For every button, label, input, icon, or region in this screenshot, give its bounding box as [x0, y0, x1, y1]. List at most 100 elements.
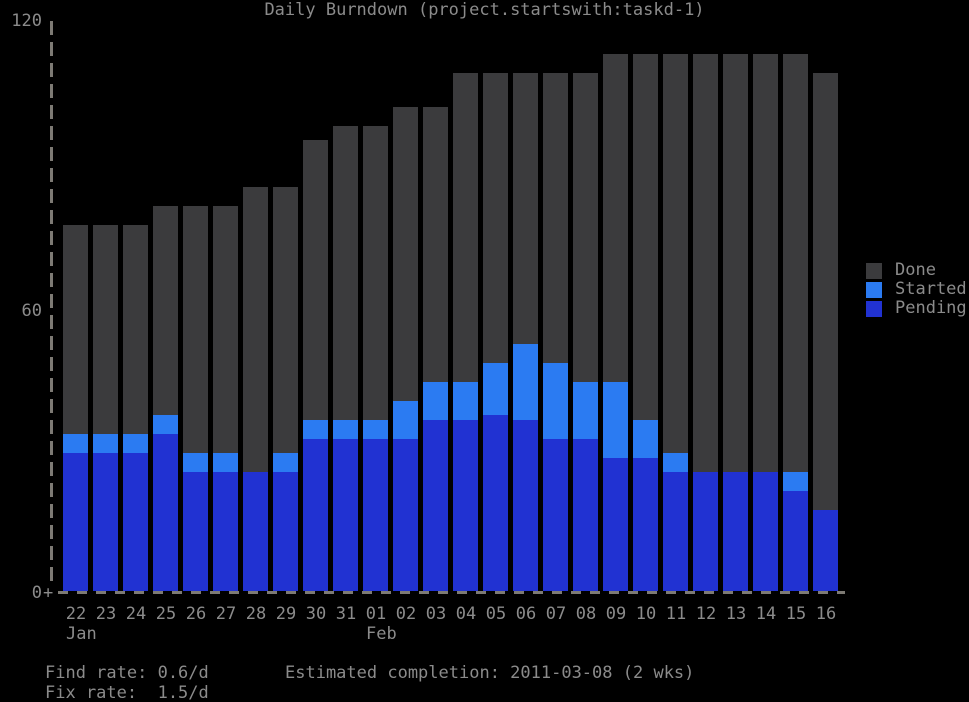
bar-segment-pending [783, 491, 808, 591]
x-axis-label-26: 26 [185, 604, 207, 624]
legend-label-done: Done [895, 260, 936, 280]
bar-segment-started [123, 434, 148, 454]
bar-feb-11 [663, 54, 688, 591]
bar-feb-04 [453, 73, 478, 591]
bar-segment-done [63, 225, 88, 435]
bar-feb-09 [603, 54, 628, 591]
bar-segment-pending [693, 472, 718, 591]
bar-segment-pending [543, 439, 568, 591]
x-axis-label-30: 30 [305, 604, 327, 624]
y-axis-line [50, 21, 53, 582]
legend-label-started: Started [895, 279, 967, 299]
bar-feb-10 [633, 54, 658, 591]
x-axis-label-16: 16 [815, 604, 837, 624]
bar-segment-started [663, 453, 688, 473]
bar-jan-24 [123, 225, 148, 591]
x-axis-label-05: 05 [485, 604, 507, 624]
bar-segment-done [243, 187, 268, 473]
bar-segment-started [183, 453, 208, 473]
bar-jan-26 [183, 206, 208, 591]
bar-segment-done [273, 187, 298, 454]
bar-feb-13 [723, 54, 748, 591]
bar-segment-started [363, 420, 388, 439]
bar-feb-08 [573, 73, 598, 591]
axis-origin-marker: + [43, 583, 54, 603]
x-axis-line [58, 591, 845, 594]
bar-segment-pending [753, 472, 778, 591]
legend-row-started: Started [866, 280, 967, 299]
bar-feb-02 [393, 106, 418, 591]
bar-segment-started [393, 401, 418, 439]
bar-segment-done [483, 73, 508, 363]
chart-title: Daily Burndown (project.startswith:taskd… [264, 0, 705, 20]
bar-segment-done [633, 54, 658, 420]
legend-label-pending: Pending [895, 298, 967, 318]
x-axis-label-02: 02 [395, 604, 417, 624]
month-label-jan: Jan [66, 624, 97, 644]
y-axis-label-60: 60 [21, 301, 42, 321]
x-axis-label-25: 25 [155, 604, 177, 624]
x-axis-label-13: 13 [725, 604, 747, 624]
bar-segment-started [483, 363, 508, 416]
bar-segment-pending [813, 510, 838, 591]
bar-segment-started [93, 434, 118, 454]
bar-segment-started [333, 420, 358, 439]
bar-segment-pending [393, 439, 418, 591]
bar-segment-started [63, 434, 88, 454]
bar-jan-23 [93, 225, 118, 591]
started-swatch-icon [866, 281, 882, 298]
x-axis-label-08: 08 [575, 604, 597, 624]
x-axis-label-10: 10 [635, 604, 657, 624]
x-axis-label-14: 14 [755, 604, 777, 624]
bar-jan-27 [213, 206, 238, 591]
pending-swatch-icon [866, 300, 882, 317]
bar-segment-pending [93, 453, 118, 591]
bar-segment-done [333, 125, 358, 420]
bar-segment-done [753, 54, 778, 473]
bar-segment-started [543, 363, 568, 439]
bar-segment-pending [483, 415, 508, 591]
bar-feb-06 [513, 73, 538, 591]
find-rate-text: Find rate: 0.6/d [45, 663, 209, 683]
bar-feb-05 [483, 73, 508, 591]
bar-segment-pending [333, 439, 358, 591]
bar-segment-started [513, 344, 538, 420]
bar-segment-done [573, 73, 598, 382]
bar-segment-done [123, 225, 148, 435]
bar-segment-pending [213, 472, 238, 591]
bar-segment-done [513, 73, 538, 344]
bar-jan-25 [153, 206, 178, 591]
x-axis-label-03: 03 [425, 604, 447, 624]
bar-segment-done [603, 54, 628, 382]
bar-segment-started [423, 382, 448, 420]
legend-row-pending: Pending [866, 299, 967, 318]
bar-segment-pending [723, 472, 748, 591]
month-label-feb: Feb [366, 624, 397, 644]
bar-segment-pending [633, 458, 658, 591]
x-axis-label-28: 28 [245, 604, 267, 624]
bar-jan-31 [333, 125, 358, 591]
x-axis-label-09: 09 [605, 604, 627, 624]
x-axis-label-27: 27 [215, 604, 237, 624]
legend: Done Started Pending [866, 261, 967, 318]
bar-segment-pending [573, 439, 598, 591]
bar-segment-pending [63, 453, 88, 591]
x-axis-label-01: 01 [365, 604, 387, 624]
bar-segment-started [303, 420, 328, 439]
x-axis-label-29: 29 [275, 604, 297, 624]
bar-segment-pending [153, 434, 178, 591]
bar-feb-15 [783, 54, 808, 591]
bar-segment-done [93, 225, 118, 435]
y-axis-label-120: 120 [11, 11, 42, 31]
bar-segment-started [783, 472, 808, 492]
bar-segment-done [543, 73, 568, 363]
bar-feb-07 [543, 73, 568, 591]
bar-segment-started [213, 453, 238, 473]
x-axis-label-07: 07 [545, 604, 567, 624]
bar-feb-14 [753, 54, 778, 591]
bar-jan-29 [273, 187, 298, 591]
fix-rate-text: Fix rate: 1.5/d [45, 683, 209, 702]
bar-segment-done [813, 73, 838, 511]
bar-segment-pending [363, 439, 388, 591]
